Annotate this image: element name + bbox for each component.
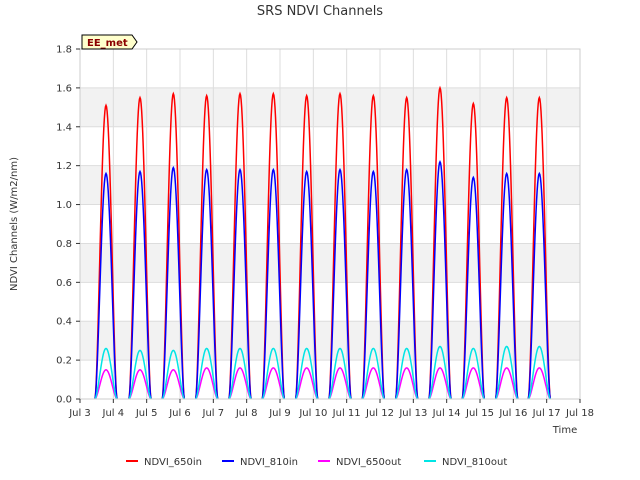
x-axis-label: Time: [552, 425, 577, 436]
chart-title: SRS NDVI Channels: [257, 4, 383, 19]
x-tick-label: Jul 11: [332, 408, 361, 419]
x-tick-label: Jul 15: [465, 408, 494, 419]
x-tick-label: Jul 16: [498, 408, 527, 419]
tag-box: EE_met: [81, 34, 138, 50]
legend-label: NDVI_650in: [144, 457, 202, 468]
plot-background: [80, 49, 580, 399]
legend: NDVI_650in NDVI_810in NDVI_650out NDVI_810o…: [126, 457, 507, 468]
x-tick-label: Jul 6: [168, 408, 191, 419]
y-axis-ticks: 0.0 0.2 0.4 0.6 0.8 1.0 1.2 1.4 1.6 1.8: [56, 45, 80, 406]
background-band: [80, 243, 580, 283]
y-tick-label: 1.4: [56, 122, 72, 133]
series-line-ndvi_650in: [94, 85, 552, 400]
x-tick-label: Jul 9: [268, 408, 291, 419]
background-band: [80, 87, 580, 127]
tag-label: EE_met: [87, 38, 128, 49]
x-tick-label: Jul 8: [235, 408, 258, 419]
series-line-ndvi_810out: [94, 345, 551, 400]
legend-label: NDVI_810out: [442, 457, 507, 468]
x-tick-label: Jul 12: [365, 408, 394, 419]
y-tick-label: 1.8: [56, 45, 72, 56]
x-tick-label: Jul 10: [298, 408, 327, 419]
y-tick-label: 0.8: [56, 239, 72, 250]
series-layer: [94, 85, 552, 400]
x-tick-label: Jul 7: [202, 408, 225, 419]
y-axis-label: NDVI Channels (W/m2/nm): [9, 157, 20, 291]
y-tick-label: 0.2: [56, 356, 72, 367]
legend-entry: NDVI_810in: [222, 457, 298, 468]
y-tick-label: 1.0: [56, 200, 72, 211]
grid: [79, 48, 581, 400]
y-tick-label: 0.0: [56, 395, 72, 406]
x-tick-label: Jul 14: [432, 408, 461, 419]
y-tick-label: 1.2: [56, 161, 72, 172]
series-line-ndvi_810in: [94, 160, 552, 400]
background-band: [80, 165, 580, 205]
y-tick-label: 0.6: [56, 278, 72, 289]
legend-entry: NDVI_650in: [126, 457, 202, 468]
y-tick-label: 1.6: [56, 83, 72, 94]
tag-box-shape: [81, 34, 138, 50]
plot-frame: [79, 48, 581, 400]
x-tick-label: Jul 4: [102, 408, 125, 419]
x-tick-label: Jul 3: [68, 408, 91, 419]
y-tick-label: 0.4: [56, 317, 72, 328]
series-line-ndvi_650out: [94, 367, 551, 400]
x-tick-label: Jul 13: [398, 408, 427, 419]
legend-label: NDVI_810in: [240, 457, 298, 468]
legend-label: NDVI_650out: [336, 457, 401, 468]
x-axis-ticks: Jul 3 Jul 4 Jul 5 Jul 6 Jul 7 Jul 8 Jul 9 Jul 1…: [68, 399, 594, 419]
background-band: [80, 321, 580, 361]
x-tick-label: Jul 17: [532, 408, 561, 419]
legend-entry: NDVI_650out: [318, 457, 401, 468]
legend-entry: NDVI_810out: [424, 457, 507, 468]
x-tick-label: Jul 18: [565, 408, 594, 419]
x-tick-label: Jul 5: [135, 408, 158, 419]
